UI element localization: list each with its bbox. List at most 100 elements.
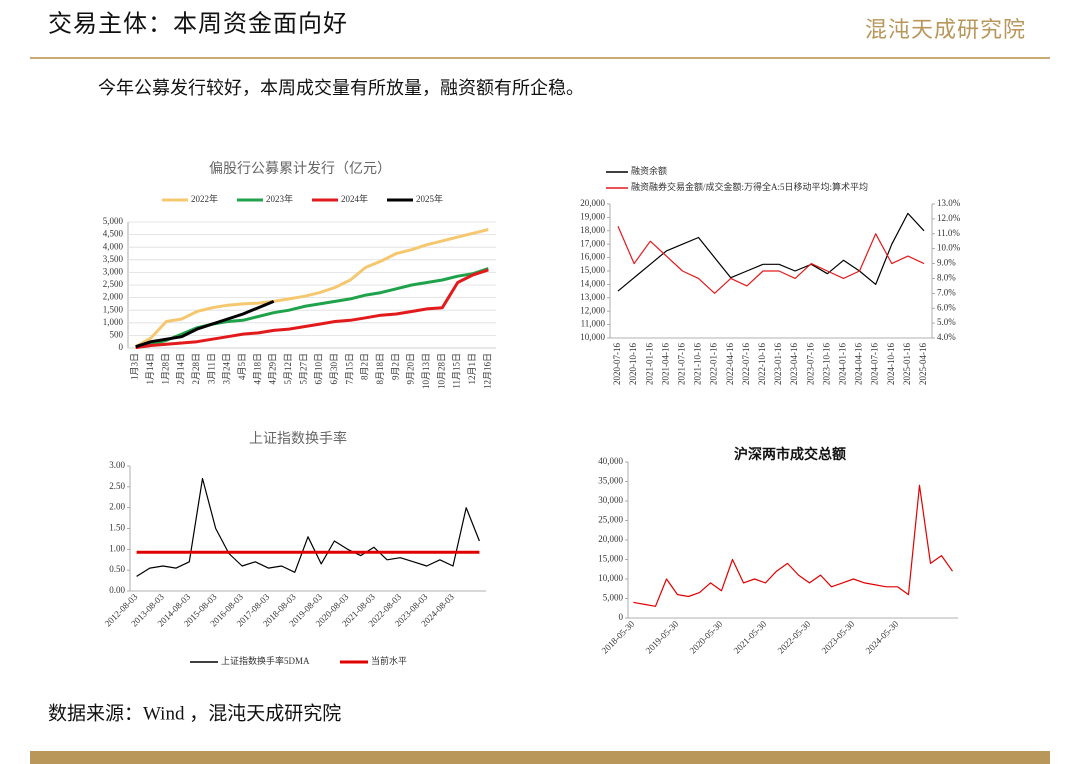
x-tick-label: 3月24日: [222, 353, 232, 385]
y-tick-label: 3.00: [109, 460, 125, 470]
legend-label: 当前水平: [371, 655, 407, 666]
series-line: [617, 212, 925, 292]
y-tick-label: 10,000: [580, 332, 605, 342]
series-line: [134, 228, 489, 349]
series-line: [135, 300, 275, 349]
y-tick-label: 2.00: [109, 502, 125, 512]
x-tick-label: 2024-05-30: [864, 618, 901, 655]
y-tick-label: 13,000: [580, 292, 605, 302]
series-line: [617, 226, 925, 294]
y-tick-label: 1,500: [103, 304, 124, 314]
x-tick-label: 2019-05-30: [644, 618, 681, 655]
x-tick-label: 2月14日: [176, 353, 186, 385]
y-tick-label: 5,000: [603, 593, 624, 603]
chart-title: 沪深两市成交总额: [734, 446, 846, 463]
x-tick-label: 4月18日: [252, 353, 262, 385]
y2-tick-label: 13.0%: [937, 198, 961, 208]
y-tick-label: 3,500: [103, 254, 124, 264]
y-tick-label: 15,000: [580, 265, 605, 275]
y-tick-label: 35,000: [598, 476, 623, 486]
legend-label: 融资融券交易金额/成交金额:万得全A:5日移动平均:算术平均: [631, 181, 868, 192]
y-tick-label: 0: [119, 342, 124, 352]
x-tick-label: 2021-04-16: [660, 343, 670, 385]
series-line: [135, 268, 489, 350]
y-tick-label: 15,000: [598, 554, 623, 564]
x-tick-label: 2022-04-16: [725, 343, 735, 385]
legend-label: 2025年: [416, 193, 443, 204]
slide-title: 交易主体：本周资金面向好: [48, 11, 348, 38]
x-tick-label: 5月27日: [298, 353, 308, 385]
y-tick-label: 20,000: [580, 198, 605, 208]
x-tick-label: 2020-05-30: [688, 618, 725, 655]
y-tick-label: 2,500: [103, 279, 124, 289]
x-tick-label: 1月3日: [130, 353, 140, 380]
y-tick-label: 10,000: [598, 573, 623, 583]
x-tick-label: 2021-07-16: [677, 343, 687, 385]
footer-bar: [30, 751, 1050, 764]
y-tick-label: 5,000: [103, 216, 124, 226]
x-tick-label: 2024-10-16: [886, 343, 896, 385]
x-tick-label: 8月18日: [375, 353, 385, 385]
x-tick-label: 2022-10-16: [757, 343, 767, 385]
y2-tick-label: 8.0%: [937, 273, 956, 283]
x-tick-label: 2022-07-16: [741, 343, 751, 385]
y-tick-label: 16,000: [580, 252, 605, 262]
y2-tick-label: 12.0%: [937, 213, 961, 223]
y-tick-label: 20,000: [598, 534, 623, 544]
y-tick-label: 19,000: [580, 211, 605, 221]
x-tick-label: 2月28日: [191, 353, 201, 385]
series-line: [136, 477, 480, 577]
legend-label: 2023年: [266, 193, 293, 204]
y-tick-label: 4,000: [103, 241, 124, 251]
x-tick-label: 10月28日: [436, 353, 446, 389]
y-tick-label: 14,000: [580, 278, 605, 288]
x-tick-label: 7月15日: [344, 353, 354, 385]
x-tick-label: 2021-01-16: [644, 343, 654, 385]
y-tick-label: 18,000: [580, 225, 605, 235]
x-tick-label: 2023-05-30: [820, 618, 857, 655]
x-tick-label: 3月11日: [206, 353, 216, 384]
chart-title: 上证指数换手率: [249, 430, 347, 447]
x-tick-label: 10月13日: [421, 353, 431, 389]
y2-tick-label: 11.0%: [937, 228, 960, 238]
x-tick-label: 2020-10-16: [628, 343, 638, 385]
y-tick-label: 0: [619, 612, 624, 622]
y2-tick-label: 5.0%: [937, 317, 956, 327]
x-tick-label: 2021-10-16: [693, 343, 703, 385]
x-tick-label: 2023-07-16: [805, 343, 815, 385]
x-tick-label: 9月20日: [406, 353, 416, 385]
x-tick-label: 2024-04-16: [854, 343, 864, 385]
chart-title: 偏股行公募累计发行（亿元）: [209, 161, 391, 177]
source: 数据来源：Wind ，混沌天成研究院: [48, 702, 341, 724]
x-tick-label: 2024-01-16: [838, 343, 848, 385]
x-tick-label: 2021-05-30: [732, 618, 769, 655]
x-tick-label: 5月12日: [283, 353, 293, 385]
y-tick-label: 12,000: [580, 305, 605, 315]
x-tick-label: 2025-04-16: [918, 343, 928, 385]
x-tick-label: 6月10日: [314, 353, 324, 385]
y-tick-label: 3,000: [103, 266, 124, 276]
subtitle: 今年公募发行较好，本周成交量有所放量，融资额有所企稳。: [98, 78, 584, 98]
x-tick-label: 1月28日: [160, 353, 170, 385]
x-tick-label: 1月14日: [145, 353, 155, 385]
y2-tick-label: 10.0%: [937, 243, 961, 253]
y-tick-label: 11,000: [581, 319, 606, 329]
y2-tick-label: 4.0%: [937, 332, 956, 342]
legend-label: 融资余额: [631, 165, 667, 176]
x-tick-label: 9月2日: [390, 353, 400, 380]
x-tick-label: 2022-01-16: [709, 343, 719, 385]
x-tick-label: 2020-07-16: [612, 343, 622, 385]
y-tick-label: 0.00: [109, 585, 125, 595]
y-tick-label: 500: [110, 329, 124, 339]
y-tick-label: 1,000: [103, 317, 124, 327]
x-tick-label: 11月15日: [452, 353, 462, 389]
logo: 混沌天成研究院: [865, 17, 1026, 42]
y2-tick-label: 6.0%: [937, 302, 956, 312]
y-tick-label: 0.50: [109, 564, 125, 574]
header-rule: [30, 57, 1050, 59]
y-tick-label: 17,000: [580, 238, 605, 248]
x-tick-label: 2024-07-16: [870, 343, 880, 385]
x-tick-label: 4月29日: [268, 353, 278, 385]
